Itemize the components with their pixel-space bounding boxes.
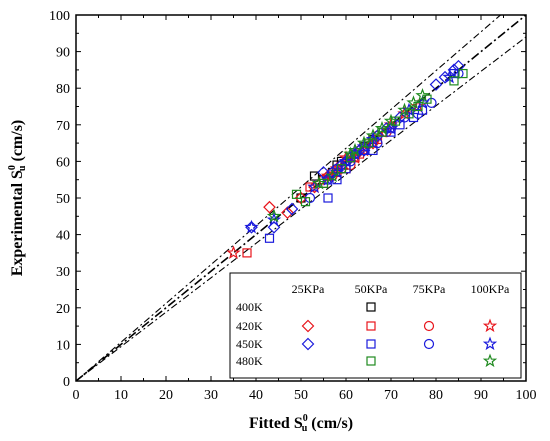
legend-marker-450k-50kpa (366, 339, 376, 349)
x-axis-title-main: Fitted S (249, 415, 303, 432)
x-tick-label: 60 (339, 388, 353, 403)
data-point-420k-50kpa (305, 182, 315, 192)
legend-header-100kpa: 100KPa (471, 282, 510, 296)
legend-marker-400k-50kpa (366, 302, 376, 312)
legend-marker-420k-75kpa (423, 320, 435, 332)
legend-marker-480k-50kpa (366, 356, 376, 366)
data-point-480k-100kpa (311, 175, 327, 190)
data-point-450k-25kpa (429, 78, 443, 91)
data-point-450k-100kpa (401, 102, 417, 117)
data-point-450k-100kpa (356, 139, 372, 153)
data-point-480k-50kpa (291, 189, 302, 199)
data-point-480k-50kpa (336, 164, 347, 174)
data-point-480k-50kpa (345, 153, 356, 163)
legend-marker-420k-50kpa (366, 321, 376, 331)
legend-marker-480k-100kpa (482, 353, 498, 368)
x-tick-label: 70 (384, 388, 398, 403)
y-axis-title-unit: (cm/s) (9, 120, 26, 166)
data-points (226, 59, 468, 260)
data-point-480k-100kpa (266, 208, 282, 223)
data-point-480k-100kpa (325, 168, 340, 183)
data-point-480k-100kpa (415, 87, 430, 102)
x-tick-label: 30 (204, 388, 218, 403)
data-point-480k-50kpa (449, 76, 459, 86)
x-tick-label: 100 (516, 388, 537, 403)
legend-temperature-rows: 400K 420K 450K 480K (236, 300, 263, 368)
y-tick-label: 50 (56, 192, 70, 207)
x-tick-label: 40 (249, 388, 263, 403)
x-tick-label: 20 (159, 388, 173, 403)
reference-line-2 (76, 36, 526, 381)
x-tick-label: 10 (114, 388, 128, 403)
y-axis-title-sub: u (17, 165, 28, 171)
y-tick-label: 0 (63, 375, 70, 390)
data-point-450k-100kpa (338, 153, 354, 168)
axis-tick-labels: 0 10 20 30 40 50 60 70 80 90 100 0 10 20 30 40 50 60 70 80 9… (49, 9, 537, 403)
y-tick-label: 40 (56, 229, 70, 244)
data-point-450k-25kpa (285, 202, 299, 216)
y-axis-title-main: Experimental S (9, 170, 26, 276)
data-point-450k-50kpa (264, 233, 275, 243)
y-axis-title-sup: 0 (7, 165, 18, 170)
data-point-480k-100kpa (356, 135, 372, 150)
legend-row-450k: 450K (236, 337, 263, 351)
x-axis-title: Fitted S0 u (cm/s) (249, 413, 353, 434)
y-tick-label: 90 (56, 46, 70, 61)
x-tick-label: 90 (474, 388, 488, 403)
legend-row-420k: 420K (236, 319, 263, 333)
data-point-480k-100kpa (374, 120, 390, 135)
data-point-480k-50kpa (318, 178, 329, 188)
y-tick-label: 20 (56, 302, 70, 317)
data-point-480k-100kpa (406, 95, 421, 109)
data-point-480k-100kpa (343, 146, 358, 161)
data-point-480k-100kpa (397, 102, 412, 117)
x-tick-label: 80 (429, 388, 443, 403)
y-tick-label: 60 (56, 155, 70, 170)
legend-marker-420k-100kpa (482, 318, 498, 333)
legend-marker-420k-25kpa (301, 319, 315, 333)
y-tick-label: 100 (49, 9, 70, 24)
data-point-450k-100kpa (244, 219, 259, 234)
data-point-480k-50kpa (390, 116, 401, 126)
legend-row-400k: 400K (236, 300, 263, 314)
y-tick-label: 10 (56, 338, 70, 353)
y-tick-label: 30 (56, 265, 70, 280)
data-point-450k-100kpa (307, 179, 322, 194)
legend-header-75kpa: 75KPa (413, 282, 446, 296)
data-point-450k-100kpa (266, 212, 282, 227)
data-point-480k-50kpa (300, 197, 311, 207)
data-point-480k-50kpa (363, 138, 374, 148)
data-point-480k-50kpa (377, 127, 387, 137)
x-axis-title-sup: 0 (303, 413, 308, 424)
data-point-420k-25kpa (281, 206, 294, 219)
x-axis-title-unit: (cm/s) (307, 415, 353, 432)
data-point-480k-100kpa (383, 113, 399, 128)
data-point-480k-100kpa (365, 128, 381, 142)
reference-line-1 (76, 15, 502, 381)
data-point-420k-100kpa (226, 245, 241, 260)
y-tick-label: 70 (56, 119, 70, 134)
y-axis-title: Experimental S0u (cm/s) (7, 120, 28, 277)
legend-pressure-headers: 25KPa 50KPa 75KPa 100KPa (292, 282, 510, 296)
x-tick-label: 0 (73, 388, 80, 403)
data-point-480k-50kpa (458, 68, 468, 79)
legend-header-50kpa: 50KPa (355, 282, 388, 296)
legend-row-480k: 480K (236, 354, 263, 368)
legend-markers (301, 302, 498, 368)
x-axis-title-sub: u (302, 423, 308, 434)
legend-marker-450k-75kpa (423, 338, 435, 350)
y-tick-label: 80 (56, 82, 70, 97)
data-point-420k-50kpa (242, 248, 252, 258)
legend-header-25kpa: 25KPa (292, 282, 325, 296)
data-point-450k-50kpa (386, 127, 396, 137)
legend: 25KPa 50KPa 75KPa 100KPa 400K 420K 450K 480K (229, 272, 522, 379)
data-point-480k-100kpa (347, 142, 363, 157)
legend-marker-450k-100kpa (482, 336, 498, 351)
data-point-420k-100kpa (320, 168, 336, 183)
legend-marker-450k-25kpa (301, 337, 315, 351)
data-point-450k-50kpa (323, 193, 333, 203)
data-point-420k-25kpa (263, 200, 276, 214)
x-tick-label: 50 (294, 388, 308, 403)
